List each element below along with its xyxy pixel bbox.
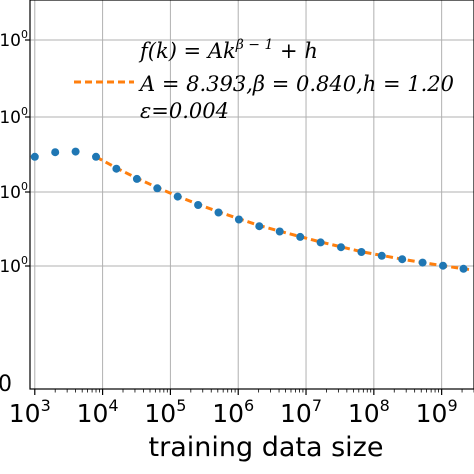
series-layer	[30, 147, 474, 273]
data-point	[132, 174, 141, 183]
x-tick-label: 107	[280, 396, 322, 428]
data-point	[71, 147, 80, 156]
data-point	[51, 148, 60, 157]
data-point	[296, 232, 305, 241]
data-point	[418, 258, 427, 267]
x-axis-label: training data size	[149, 432, 384, 463]
data-point	[459, 264, 468, 273]
x-tick-label: 109	[416, 396, 458, 428]
data-point	[92, 152, 100, 161]
data-point	[255, 222, 264, 231]
data-point	[275, 227, 284, 236]
data-point	[112, 164, 121, 173]
y-tick-label: 100	[0, 254, 28, 277]
legend-formula-main: f(k) = Ak	[138, 39, 236, 63]
data-point	[357, 248, 366, 256]
legend-epsilon: ε=0.004	[140, 99, 229, 123]
data-point	[439, 261, 447, 270]
y-tick-label: 100	[0, 180, 28, 203]
plot-frame	[29, 0, 474, 390]
legend-formula-tail: + h	[273, 39, 317, 63]
legend-fit-label: A = 8.393,β = 0.840,h = 1.20	[138, 72, 454, 96]
data-point	[30, 152, 39, 161]
x-tick-label: 104	[77, 396, 119, 428]
ticks: 103 104 105 106 107 108 109 100 100 100 100 0	[0, 28, 474, 428]
y-tick-label: 100	[0, 28, 28, 51]
x-tick-label: 103	[9, 396, 51, 428]
y-tick-label-bottom: 0	[0, 372, 12, 397]
data-point	[337, 243, 345, 252]
data-point	[173, 192, 182, 201]
data-point	[398, 255, 407, 264]
x-tick-label: 105	[144, 396, 186, 428]
data-point	[234, 215, 243, 224]
data-point	[316, 238, 325, 247]
legend: f(k) = Akβ − 1 + h A = 8.393,β = 0.840,h…	[74, 37, 454, 123]
x-tick-label: 106	[212, 396, 254, 428]
legend-formula: f(k) = Akβ − 1 + h	[138, 37, 318, 63]
data-point	[153, 184, 162, 193]
legend-formula-exponent: β − 1	[235, 37, 274, 53]
y-tick-label: 100	[0, 105, 28, 128]
data-point	[214, 208, 223, 217]
x-tick-label: 108	[348, 396, 390, 428]
data-point	[377, 251, 386, 260]
data-point	[194, 201, 203, 209]
